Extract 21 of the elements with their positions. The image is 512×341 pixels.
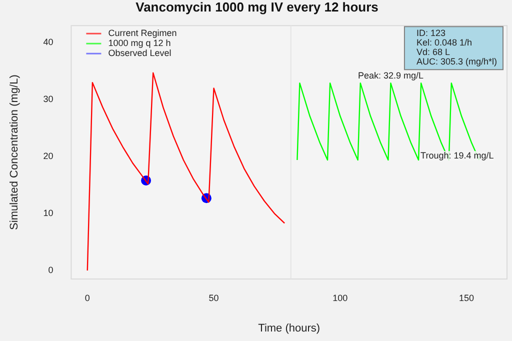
annotation: Peak: 32.9 mg/L xyxy=(358,70,424,81)
x-axis-title: Time (hours) xyxy=(258,322,320,334)
annotation: Kel: 0.048 1/h xyxy=(416,38,472,48)
annotation: Trough: 19.4 mg/L xyxy=(420,150,494,160)
legend-label: Current Regimen xyxy=(108,28,177,38)
y-axis-title: Simulated Concentration (mg/L) xyxy=(8,74,21,230)
legend-label: Observed Level xyxy=(108,48,172,58)
y-tick-label: 10 xyxy=(43,208,54,218)
x-tick-label: 50 xyxy=(208,292,219,303)
y-tick-label: 20 xyxy=(43,151,54,162)
y-tick-label: 30 xyxy=(43,94,54,104)
y-tick-label: 0 xyxy=(48,264,54,275)
chart-title: Vancomycin 1000 mg IV every 12 hours xyxy=(136,0,378,14)
x-tick-label: 0 xyxy=(84,292,90,303)
annotation: AUC: 305.3 (mg/h*l) xyxy=(416,56,498,67)
annotation: Vd: 68 L xyxy=(416,47,450,58)
y-tick-label: 40 xyxy=(43,37,54,48)
legend-label: 1000 mg q 12 h xyxy=(108,38,171,48)
x-tick-label: 150 xyxy=(459,292,474,303)
annotation: ID: 123 xyxy=(416,28,446,38)
x-tick-label: 100 xyxy=(332,292,348,303)
